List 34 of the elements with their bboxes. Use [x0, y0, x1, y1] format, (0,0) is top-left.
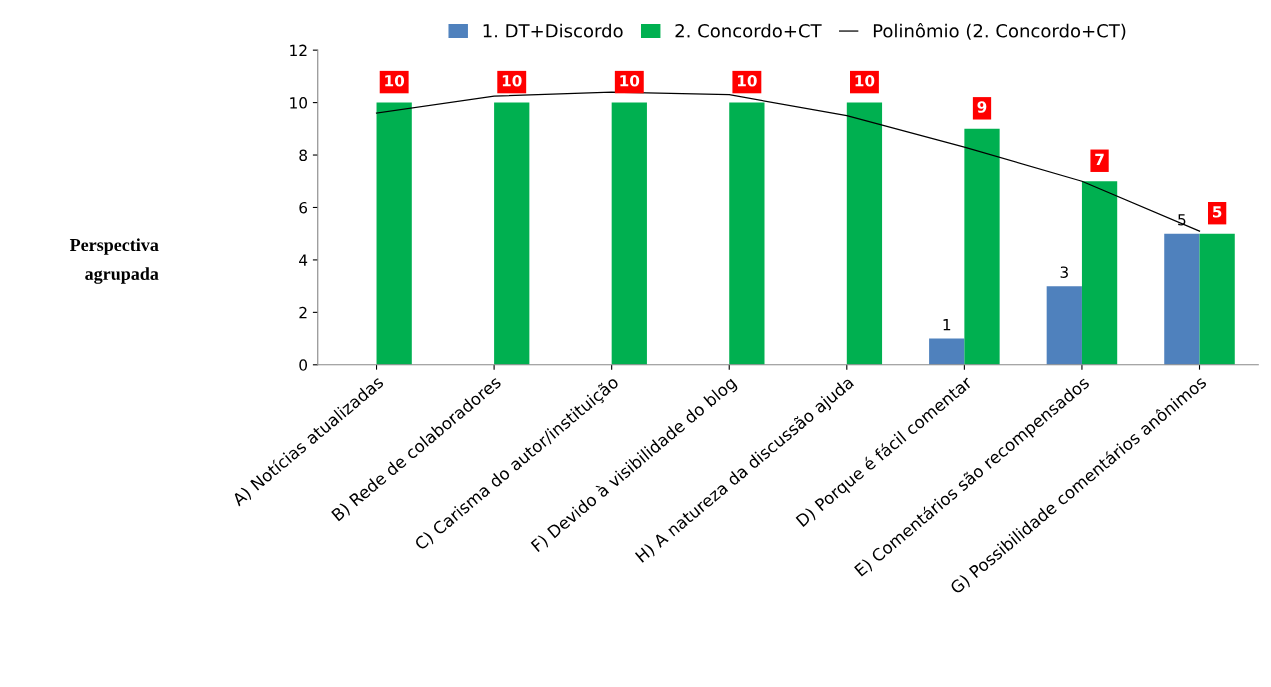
y-tick-label: 8: [299, 149, 307, 162]
y-tick-label: 12: [290, 44, 307, 56]
y-tick-label: 10: [290, 97, 308, 109]
y-tick-label: 0: [299, 359, 308, 371]
data-label: 10: [502, 74, 522, 87]
y-tick-label: 6: [299, 201, 308, 214]
bar: [1081, 181, 1118, 365]
bar: [376, 102, 412, 365]
bar: [846, 102, 883, 365]
legend-label: 2. Concordo+CT: [675, 23, 822, 38]
data-label: 7: [1095, 153, 1104, 165]
y-tick-label: 4: [299, 254, 308, 266]
data-label: 9: [977, 101, 987, 113]
data-label: 10: [855, 74, 875, 87]
y-tick-label: 2: [299, 306, 307, 319]
data-label: 5: [1213, 206, 1222, 218]
bar: [1046, 286, 1082, 365]
data-label: 10: [385, 74, 405, 87]
y-axis-title: Perspectiva agrupada: [69, 238, 159, 284]
bar: [929, 338, 965, 365]
legend-label: 1. DT+Discordo: [483, 23, 623, 38]
data-label: 10: [620, 74, 640, 87]
data-label: 3: [1060, 266, 1068, 278]
data-label: 10: [737, 74, 757, 87]
line-series: [375, 91, 1201, 232]
bar: [1199, 233, 1235, 365]
bar: [729, 102, 765, 365]
bar: [1164, 233, 1200, 365]
legend-label: Polinômio (2. Concordo+CT): [873, 22, 1126, 40]
bar: [611, 102, 647, 365]
bar: [494, 102, 530, 365]
bar: [964, 128, 1000, 365]
data-label: 1: [943, 319, 951, 331]
data-label: 5: [1178, 214, 1186, 226]
